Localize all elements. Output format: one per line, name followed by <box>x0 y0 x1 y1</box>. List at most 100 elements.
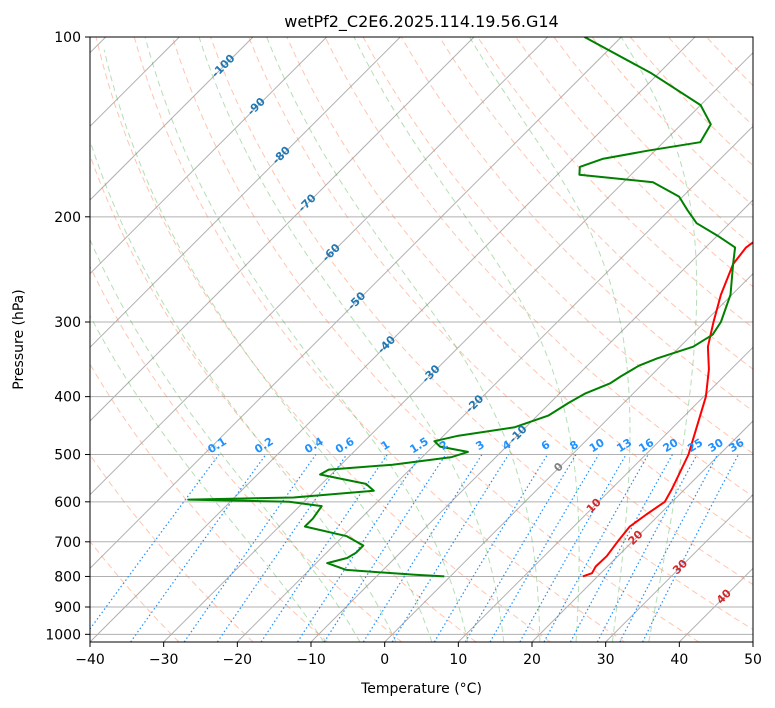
moist-adiabat-line <box>90 314 325 642</box>
moist-adiabat-line <box>266 37 541 642</box>
x-tick-label: 50 <box>744 652 762 668</box>
x-tick-label: 20 <box>523 652 541 668</box>
dry-adiabat-line <box>591 37 753 207</box>
dry-adiabat-line <box>95 37 551 642</box>
y-tick-label: 100 <box>54 30 81 46</box>
x-tick-label: −30 <box>149 652 179 668</box>
y-axis-label: Pressure (hPa) <box>11 289 27 389</box>
mixing-ratio-line <box>260 454 388 642</box>
mixing-ratio-label: 20 <box>661 436 681 455</box>
isotherm-line <box>90 37 254 201</box>
mixing-ratio-label: 10 <box>587 436 607 455</box>
isotherm-label: -90 <box>245 95 268 118</box>
dry-adiabat-line <box>515 37 753 288</box>
y-tick-label: 500 <box>54 448 81 464</box>
isotherm-line <box>384 272 753 642</box>
y-tick-label: 400 <box>54 390 81 406</box>
mixing-ratio-line <box>464 454 577 642</box>
mixing-ratio-line <box>596 454 698 642</box>
isotherm-line <box>90 37 401 349</box>
x-tick-label: −10 <box>296 652 326 668</box>
isotherm-line <box>163 51 753 642</box>
chart-title: wetPf2_C2E6.2025.114.19.56.G14 <box>284 12 558 32</box>
moist-adiabat-line <box>144 37 469 642</box>
x-tick-label: 10 <box>449 652 467 668</box>
moist-adiabat-line <box>198 37 505 642</box>
mixing-ratio-line <box>433 454 549 642</box>
mixing-ratio-line <box>362 454 483 642</box>
x-tick-label: −20 <box>223 652 253 668</box>
dry-adiabat-line <box>477 37 753 329</box>
isotherm-line <box>236 125 753 642</box>
dry-adiabat-line <box>286 37 753 541</box>
mixing-ratio-label: 6 <box>539 438 553 453</box>
isotherm-line <box>752 641 753 642</box>
isotherm-line <box>457 346 753 642</box>
x-tick-label: 30 <box>597 652 615 668</box>
isotherm-line <box>678 567 753 642</box>
x-tick-label: −40 <box>75 652 105 668</box>
dry-adiabat-line <box>324 37 753 498</box>
y-tick-label: 1000 <box>45 627 81 643</box>
dry-adiabat-line <box>248 37 753 586</box>
mixing-ratio-label: 3 <box>473 438 486 453</box>
dry-adiabat-line <box>90 453 254 642</box>
dry-adiabat-line <box>171 37 700 642</box>
moist-adiabat-line <box>90 138 397 642</box>
mixing-ratio-label: 0.4 <box>302 435 326 457</box>
x-axis-label: Temperature (°C) <box>360 681 482 697</box>
mixing-ratio-line <box>519 454 627 642</box>
dry-adiabat-line <box>362 37 753 455</box>
mixing-ratio-line <box>489 454 600 642</box>
mixing-ratio-line <box>296 454 422 642</box>
y-tick-label: 300 <box>54 315 81 331</box>
moist-adiabat-line <box>353 37 580 642</box>
isotherm-line <box>90 37 328 275</box>
mixing-ratio-line <box>569 454 673 642</box>
mixing-ratio-line <box>130 454 267 642</box>
mixing-ratio-line <box>90 454 220 630</box>
temperature-profile-line <box>582 241 753 578</box>
y-tick-label: 200 <box>54 210 81 226</box>
x-tick-label: 0 <box>380 652 389 668</box>
mixing-ratio-line <box>216 454 348 642</box>
isotherm-line <box>531 420 753 642</box>
plot-frame <box>89 36 754 643</box>
moist-adiabat-line <box>620 37 698 642</box>
y-tick-label: 600 <box>54 495 81 511</box>
dry-adiabat-line <box>438 37 753 370</box>
dry-adiabat-line <box>90 265 403 642</box>
y-tick-label: 700 <box>54 535 81 551</box>
moist-adiabat-line <box>103 49 433 642</box>
isotherm-line <box>310 199 753 642</box>
dry-adiabat-line <box>133 37 625 642</box>
dewpoint-profile-line <box>187 37 737 578</box>
mixing-ratio-label: 1.5 <box>407 435 430 456</box>
mixing-ratio-label: 0.2 <box>252 435 275 456</box>
axis-ticks: −40 −30 −20 −10 0 10 20 30 40 5010020030040050060… <box>45 30 762 668</box>
profile-lines <box>187 37 753 578</box>
mixing-ratio-line <box>323 454 447 642</box>
isotherm-line <box>90 37 622 570</box>
moist-adiabat-line <box>469 37 631 642</box>
mixing-ratio-label: 8 <box>567 438 580 453</box>
mixing-ratio-label: 36 <box>727 436 747 455</box>
mixing-ratio-line <box>619 454 719 642</box>
moist-adiabat-line <box>90 238 361 642</box>
y-tick-label: 800 <box>54 569 81 585</box>
isotherm-line <box>605 493 753 642</box>
isotherm-line <box>90 37 696 642</box>
isotherm-line <box>90 37 549 496</box>
background-lines <box>90 37 753 642</box>
dry-adiabat-line <box>668 37 753 127</box>
dry-adiabat-line <box>706 37 753 87</box>
dry-adiabat-line <box>90 153 477 642</box>
dry-adiabat-line <box>400 37 753 412</box>
x-tick-label: 40 <box>670 652 688 668</box>
isotherm-line <box>90 37 475 422</box>
dry-adiabat-line <box>210 37 753 631</box>
mixing-ratio-label: 13 <box>614 436 634 455</box>
y-tick-label: 900 <box>54 600 81 616</box>
dry-adiabat-line <box>90 363 328 642</box>
